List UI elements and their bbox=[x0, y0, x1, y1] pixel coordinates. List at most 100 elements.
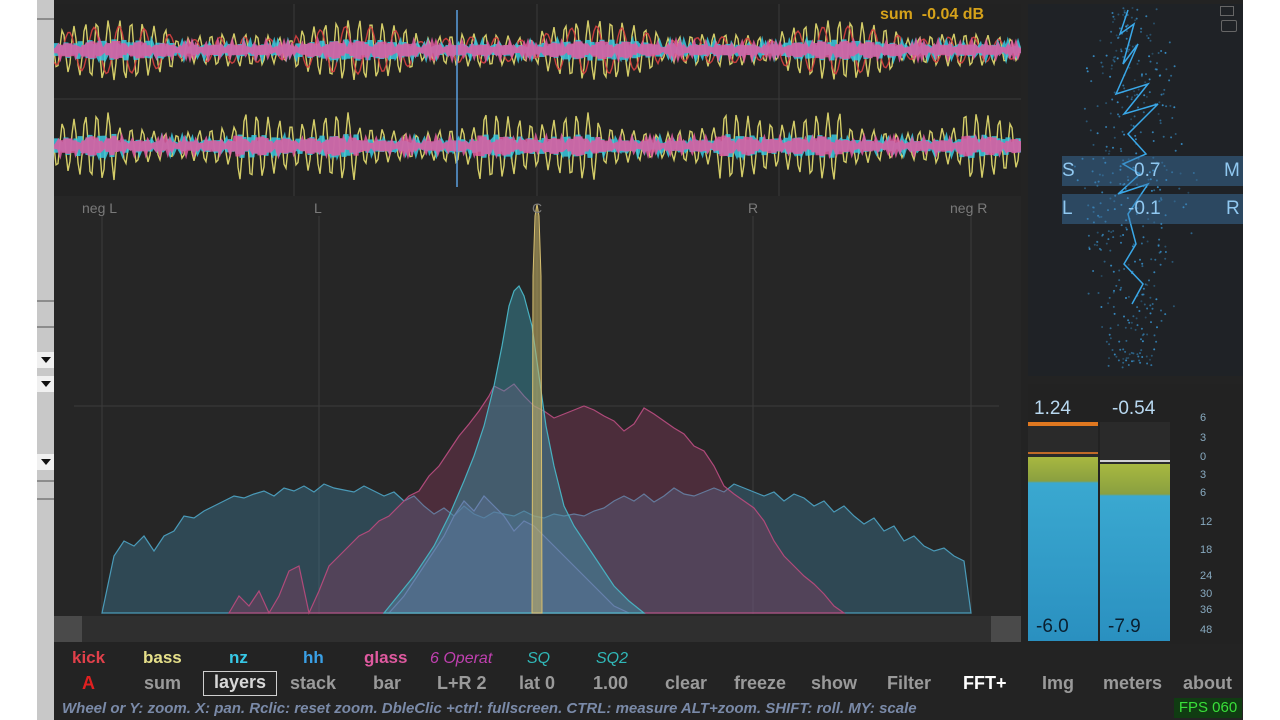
layer-tags-row: kick bass nz hh glass 6 Operat SQ SQ2 bbox=[54, 646, 1243, 672]
waveform-panel[interactable]: sum -0.04 dB bbox=[51, 4, 1023, 196]
scope-dot bbox=[1149, 60, 1152, 63]
about-button[interactable]: about bbox=[1183, 673, 1232, 693]
scope-dot bbox=[1150, 354, 1153, 357]
scope-dot bbox=[1120, 286, 1123, 289]
scope-dot bbox=[1130, 124, 1133, 127]
vectorscope-panel[interactable]: S 0.7 M L -0.1 R bbox=[1028, 4, 1243, 376]
dropdown-arrow-button[interactable] bbox=[37, 454, 54, 470]
filter-button[interactable]: Filter bbox=[887, 673, 932, 693]
scope-dot bbox=[1155, 162, 1158, 165]
scope-dot bbox=[1139, 131, 1142, 134]
scope-dot bbox=[1137, 59, 1140, 62]
scope-dot bbox=[1143, 101, 1146, 104]
scope-dot bbox=[1142, 293, 1145, 296]
scope-dot bbox=[1139, 352, 1141, 355]
scope-dot bbox=[1130, 118, 1133, 121]
scope-dot bbox=[1149, 39, 1152, 42]
layer-tag-sq[interactable]: SQ bbox=[527, 650, 551, 667]
layer-tag-glass[interactable]: glass bbox=[364, 648, 408, 667]
layer-tag-6-operat[interactable]: 6 Operat bbox=[430, 650, 493, 667]
scope-dot bbox=[1171, 260, 1174, 263]
layer-tag-nz[interactable]: nz bbox=[229, 648, 248, 667]
img-button[interactable]: Img bbox=[1042, 673, 1075, 693]
scope-dot bbox=[1140, 74, 1143, 77]
scope-dot bbox=[1112, 305, 1115, 308]
lr2-button[interactable]: L+R 2 bbox=[437, 673, 487, 693]
scope-dot bbox=[1105, 242, 1108, 245]
scope-dot bbox=[1164, 245, 1167, 248]
scope-dot bbox=[1092, 270, 1095, 272]
scope-dot bbox=[1155, 298, 1158, 301]
scope-dot bbox=[1113, 353, 1116, 356]
scope-dot bbox=[1119, 348, 1122, 351]
scope-dot bbox=[1158, 238, 1161, 241]
scope-dot bbox=[1098, 173, 1101, 176]
stereo-distribution-plot[interactable] bbox=[54, 196, 1021, 616]
scope-dot bbox=[1123, 87, 1126, 90]
scope-dot bbox=[1160, 226, 1163, 229]
bar-button[interactable]: bar bbox=[373, 673, 402, 693]
window-icon[interactable] bbox=[1220, 6, 1234, 16]
scope-dot bbox=[1105, 54, 1108, 57]
scope-dot bbox=[1132, 360, 1135, 362]
meter-scale: 6 3 0 3 6 12 18 24 30 36 48 bbox=[1172, 410, 1243, 644]
scope-dot bbox=[1149, 312, 1152, 315]
scope-dot bbox=[1091, 170, 1094, 173]
waveform-trace bbox=[53, 35, 1023, 64]
scope-dot bbox=[1156, 326, 1158, 329]
scope-dot bbox=[1127, 263, 1130, 266]
waveform-display[interactable] bbox=[51, 4, 1023, 196]
scope-dot bbox=[1109, 112, 1112, 115]
fps-counter: FPS 060 bbox=[1174, 698, 1242, 718]
layer-tag-hh[interactable]: hh bbox=[303, 648, 324, 667]
clear-button[interactable]: clear bbox=[665, 673, 708, 693]
layer-tag-sq2[interactable]: SQ2 bbox=[596, 650, 629, 667]
scope-dot bbox=[1158, 200, 1161, 203]
scope-dot bbox=[1165, 105, 1168, 108]
scope-dot bbox=[1107, 364, 1110, 367]
scope-dot bbox=[1122, 183, 1125, 186]
camera-icon[interactable] bbox=[1221, 20, 1237, 32]
layers-button[interactable]: layers bbox=[203, 671, 277, 696]
a-button[interactable]: A bbox=[82, 673, 95, 693]
horizontal-scrollbar[interactable] bbox=[54, 616, 1021, 642]
level-meter-panel: 1.24 -0.54 -6.0 -7.9 6 3 0 3 6 12 18 24 … bbox=[1028, 384, 1243, 644]
fft-button[interactable]: FFT+ bbox=[963, 673, 1007, 693]
scope-dot bbox=[1134, 138, 1137, 141]
freeze-button[interactable]: freeze bbox=[734, 673, 787, 693]
scroll-left-button[interactable] bbox=[54, 616, 82, 642]
host-side-strip bbox=[37, 0, 54, 720]
scope-dot bbox=[1180, 143, 1183, 145]
scope-dot bbox=[1149, 296, 1152, 299]
scope-dot bbox=[1081, 157, 1084, 160]
stereo-field-panel[interactable]: neg L L C R neg R bbox=[54, 196, 1021, 616]
meters-button[interactable]: meters bbox=[1103, 673, 1163, 693]
stereo-label-r: R bbox=[748, 200, 759, 216]
layer-tag-bass[interactable]: bass bbox=[143, 648, 182, 667]
show-button[interactable]: show bbox=[811, 673, 858, 693]
scope-dot bbox=[1149, 358, 1151, 361]
scope-dot bbox=[1140, 327, 1143, 330]
scale-label: 48 bbox=[1200, 624, 1213, 636]
value-field[interactable]: 1.00 bbox=[593, 673, 629, 693]
sum-button[interactable]: sum bbox=[144, 673, 182, 693]
scope-dot bbox=[1114, 56, 1117, 58]
scope-dot bbox=[1085, 120, 1088, 123]
dropdown-arrow-button[interactable] bbox=[37, 376, 54, 392]
scope-dot bbox=[1168, 41, 1171, 44]
lat0-button[interactable]: lat 0 bbox=[519, 673, 556, 693]
scope-dot bbox=[1153, 284, 1156, 287]
scope-dot bbox=[1173, 200, 1176, 203]
scope-dot bbox=[1165, 179, 1168, 181]
scope-dot bbox=[1126, 95, 1129, 98]
scope-dot bbox=[1086, 70, 1089, 73]
stack-button[interactable]: stack bbox=[290, 673, 337, 693]
scope-dot bbox=[1118, 27, 1121, 30]
scope-dot bbox=[1132, 315, 1135, 318]
dropdown-arrow-button[interactable] bbox=[37, 352, 54, 368]
scope-dot bbox=[1111, 172, 1114, 175]
scope-dot bbox=[1145, 355, 1148, 358]
layer-tag-kick[interactable]: kick bbox=[72, 648, 106, 667]
scroll-right-button[interactable] bbox=[991, 616, 1021, 642]
scope-dot bbox=[1172, 305, 1175, 308]
